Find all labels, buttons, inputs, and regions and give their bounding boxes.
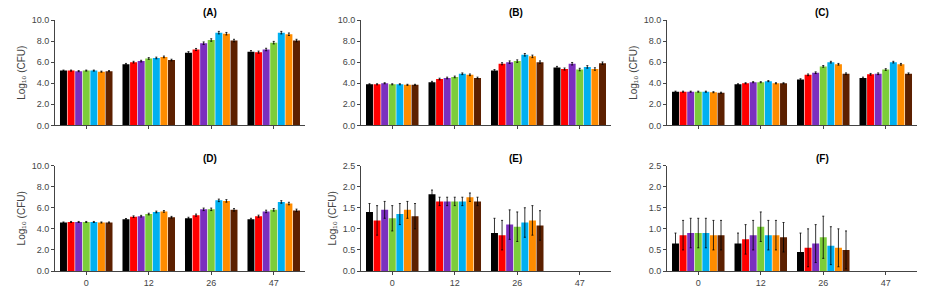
svg-text:(E): (E) (509, 153, 522, 164)
svg-text:2.0: 2.0 (37, 245, 50, 255)
svg-text:2.5: 2.5 (343, 161, 356, 171)
svg-text:1.5: 1.5 (649, 203, 662, 213)
svg-text:47: 47 (575, 278, 585, 288)
svg-text:26: 26 (206, 278, 216, 288)
svg-text:0: 0 (390, 278, 395, 288)
svg-text:(F): (F) (816, 153, 829, 164)
svg-text:6.0: 6.0 (37, 203, 50, 213)
svg-text:10.0: 10.0 (644, 15, 662, 25)
svg-text:0.0: 0.0 (343, 121, 356, 131)
svg-text:4.0: 4.0 (649, 78, 662, 88)
svg-text:8.0: 8.0 (343, 36, 356, 46)
svg-text:47: 47 (881, 278, 891, 288)
svg-text:6.0: 6.0 (649, 57, 662, 67)
svg-text:10.0: 10.0 (32, 161, 50, 171)
svg-text:0: 0 (84, 278, 89, 288)
svg-text:Log₁₀ (CFU): Log₁₀ (CFU) (628, 46, 639, 100)
svg-text:(B): (B) (509, 7, 523, 18)
svg-text:2.5: 2.5 (649, 161, 662, 171)
svg-text:1.5: 1.5 (343, 203, 356, 213)
svg-text:2.0: 2.0 (649, 182, 662, 192)
svg-text:26: 26 (512, 278, 522, 288)
svg-text:0.0: 0.0 (343, 266, 356, 276)
svg-text:2.0: 2.0 (649, 99, 662, 109)
svg-text:1.0: 1.0 (343, 224, 356, 234)
svg-text:10.0: 10.0 (338, 15, 356, 25)
svg-text:0: 0 (696, 278, 701, 288)
svg-text:2.0: 2.0 (343, 182, 356, 192)
svg-text:12: 12 (144, 278, 154, 288)
svg-text:0.5: 0.5 (649, 245, 662, 255)
svg-text:4.0: 4.0 (37, 224, 50, 234)
svg-text:0.0: 0.0 (37, 266, 50, 276)
svg-text:2.0: 2.0 (343, 99, 356, 109)
svg-text:12: 12 (450, 278, 460, 288)
svg-text:(C): (C) (815, 7, 829, 18)
svg-text:47: 47 (269, 278, 279, 288)
svg-text:4.0: 4.0 (343, 78, 356, 88)
svg-text:8.0: 8.0 (37, 36, 50, 46)
svg-text:0.5: 0.5 (343, 245, 356, 255)
svg-text:(A): (A) (203, 7, 217, 18)
svg-text:8.0: 8.0 (37, 182, 50, 192)
svg-text:Log₁₀ (CFU): Log₁₀ (CFU) (16, 191, 27, 245)
svg-text:4.0: 4.0 (37, 78, 50, 88)
svg-text:6.0: 6.0 (343, 57, 356, 67)
svg-text:0.0: 0.0 (649, 266, 662, 276)
svg-text:(D): (D) (203, 153, 217, 164)
svg-text:10.0: 10.0 (32, 15, 50, 25)
svg-text:0.0: 0.0 (649, 121, 662, 131)
svg-text:12: 12 (756, 278, 766, 288)
svg-text:2.0: 2.0 (37, 99, 50, 109)
svg-text:26: 26 (818, 278, 828, 288)
svg-text:0.0: 0.0 (37, 121, 50, 131)
svg-text:6.0: 6.0 (37, 57, 50, 67)
svg-text:Log₁₀ (CFU): Log₁₀ (CFU) (327, 191, 338, 245)
svg-text:8.0: 8.0 (649, 36, 662, 46)
svg-text:Log₁₀ (CFU): Log₁₀ (CFU) (16, 46, 27, 100)
svg-text:1.0: 1.0 (649, 224, 662, 234)
